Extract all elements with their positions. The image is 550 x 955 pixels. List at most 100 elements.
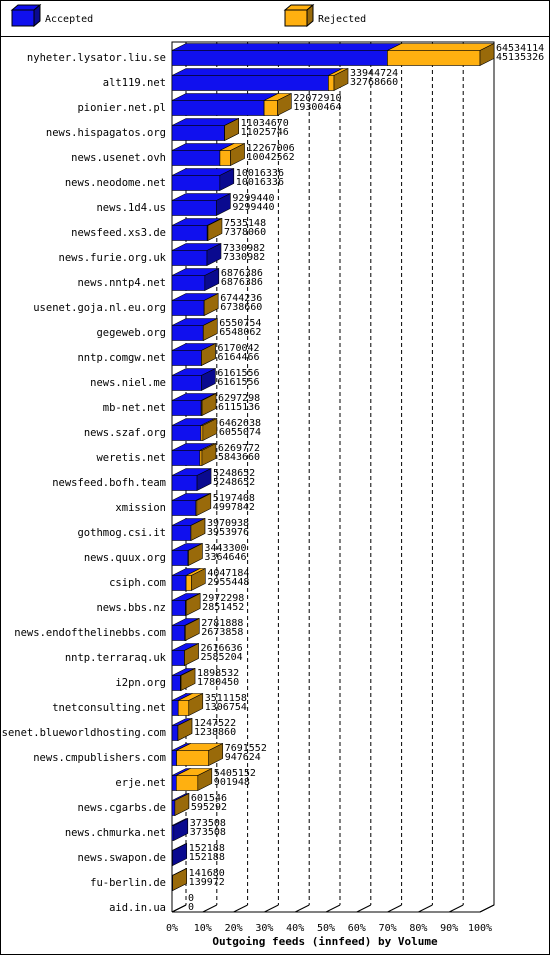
bar <box>171 425 202 441</box>
accepted-label: 5248652 <box>213 477 255 488</box>
x-tick-label: 20% <box>225 923 243 934</box>
tick-mark <box>418 904 433 913</box>
accepted-label: 6548062 <box>219 327 261 338</box>
tick-mark <box>294 904 310 913</box>
accepted-label: 7330982 <box>223 252 265 263</box>
y-tick-label: usenet.blueworldhosting.com <box>0 727 166 739</box>
bar <box>171 150 221 166</box>
bar-top <box>171 68 343 76</box>
bar <box>328 75 335 91</box>
bar-side <box>196 468 212 491</box>
accepted-label: 32768660 <box>350 77 398 88</box>
bar <box>263 100 278 116</box>
y-tick-label: weretis.net <box>96 452 166 464</box>
bar <box>171 600 186 616</box>
accepted-label: 3953976 <box>207 527 249 538</box>
y-tick-label: news.swapon.de <box>77 852 166 864</box>
bar <box>171 550 189 566</box>
bar-side <box>184 618 200 641</box>
y-tick-label: news.bbs.nz <box>96 602 166 614</box>
y-tick-label: i2pn.org <box>115 677 166 689</box>
total-label: 6876386 <box>221 268 263 279</box>
bar-side <box>180 668 196 691</box>
legend-label: Rejected <box>318 14 366 25</box>
bar <box>177 700 190 716</box>
accepted-label: 0 <box>188 902 194 913</box>
y-tick-label: news.usenet.ovh <box>71 152 166 164</box>
bar <box>171 725 179 741</box>
y-tick-label: news.nntp4.net <box>77 277 166 289</box>
total-label: 12267006 <box>247 143 295 154</box>
bar-side <box>173 818 189 841</box>
y-tick-label: news.chmurka.net <box>65 827 166 839</box>
bar-side <box>177 718 193 741</box>
bar-side <box>191 568 206 591</box>
total-label: 373508 <box>190 818 226 829</box>
y-tick-label: gegeweb.org <box>96 327 166 339</box>
x-tick-label: 100% <box>468 923 492 934</box>
bar-side <box>185 593 201 616</box>
x-axis-title: Outgoing feeds (innfeed) by Volume <box>212 935 438 948</box>
accepted-label: 6876386 <box>221 277 263 288</box>
bar-side <box>201 443 217 466</box>
total-label: 2972298 <box>202 593 244 604</box>
bar-side <box>230 143 245 166</box>
bar <box>171 175 221 191</box>
accepted-label: 10016336 <box>236 177 284 188</box>
tick-mark <box>448 904 464 913</box>
bar-side <box>216 193 231 216</box>
y-tick-label: news.szaf.org <box>84 427 166 439</box>
accepted-label: 11025746 <box>241 127 289 138</box>
y-tick-label: news.furie.org.uk <box>59 252 167 264</box>
bar <box>171 400 202 416</box>
accepted-label: 139972 <box>189 877 225 888</box>
bar-side <box>207 218 223 241</box>
y-tick-label: nntp.comgw.net <box>77 352 166 364</box>
accepted-label: 4997842 <box>213 502 255 513</box>
tick-mark <box>202 904 218 913</box>
bar <box>176 750 210 766</box>
bar <box>171 225 208 241</box>
total-label: 1898532 <box>197 668 239 679</box>
accepted-label: 6738660 <box>220 302 262 313</box>
bar-side <box>206 243 222 266</box>
total-label: 22072910 <box>293 93 341 104</box>
tick-mark <box>233 904 248 913</box>
y-tick-label: gothmog.csi.it <box>77 527 166 539</box>
total-label: 3511158 <box>205 693 247 704</box>
bar-side <box>201 393 217 416</box>
y-tick-label: newsfeed.bofh.team <box>52 477 166 489</box>
total-label: 4047184 <box>207 568 249 579</box>
tick-mark <box>387 904 402 913</box>
accepted-label: 45135326 <box>496 52 544 63</box>
x-tick-label: 40% <box>286 923 304 934</box>
tick-mark <box>356 904 372 913</box>
bar <box>171 375 202 391</box>
legend-label: Accepted <box>45 14 93 25</box>
accepted-label: 9299440 <box>232 202 274 213</box>
accepted-label: 1306754 <box>205 702 247 713</box>
y-tick-label: news.cmpublishers.com <box>33 752 166 764</box>
y-tick-label: fu-berlin.de <box>90 877 166 889</box>
y-tick-label: usenet.goja.nl.eu.org <box>33 302 166 314</box>
bar-top <box>387 43 495 51</box>
accepted-label: 3364646 <box>204 552 246 563</box>
bar <box>199 450 203 466</box>
accepted-label: 7378060 <box>224 227 266 238</box>
bar <box>171 475 198 491</box>
accepted-label: 6161556 <box>217 377 259 388</box>
x-tick-label: 0% <box>166 923 178 934</box>
accepted-label: 5843660 <box>218 452 260 463</box>
tick-mark <box>264 904 279 913</box>
y-tick-label: news.1d4.us <box>96 202 166 214</box>
accepted-label: 1238860 <box>194 727 236 738</box>
bar <box>171 450 201 466</box>
y-tick-label: pionier.net.pl <box>77 102 166 114</box>
total-label: 0 <box>188 893 194 904</box>
bar <box>171 650 185 666</box>
bar <box>171 200 217 216</box>
y-tick-label: tnetconsulting.net <box>52 702 166 714</box>
legend-swatch-side <box>33 3 41 28</box>
